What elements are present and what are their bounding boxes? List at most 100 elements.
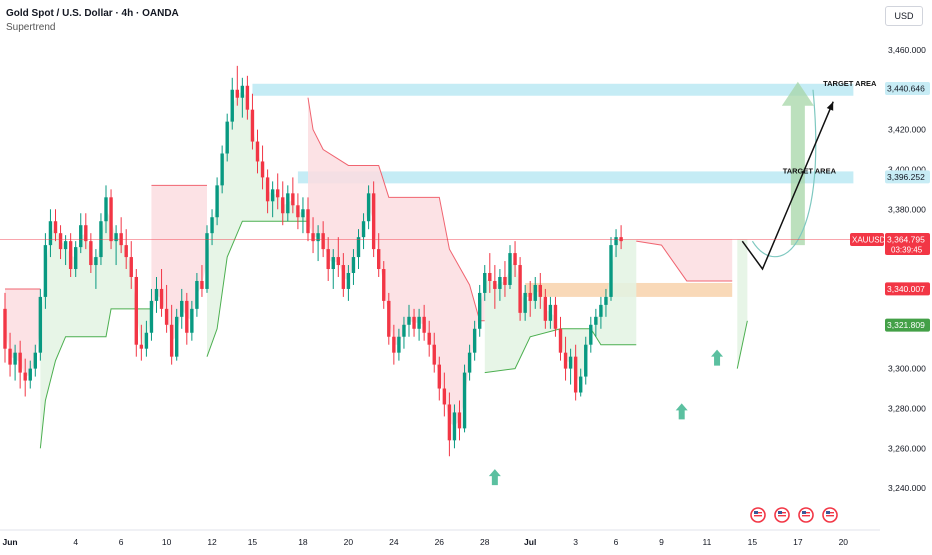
currency-selector[interactable]: USD [885, 6, 923, 26]
level-label-target-3: 3,440.646 [885, 81, 930, 95]
candle [154, 276, 159, 313]
candle [220, 145, 224, 194]
up-arrow-marker-1 [675, 403, 688, 420]
event-flag-canton [754, 511, 758, 514]
candle [563, 336, 568, 381]
candle-body [94, 257, 98, 266]
x-tick-label: 12 [207, 537, 217, 547]
candle [18, 340, 22, 389]
candle [68, 233, 73, 277]
candle-body [584, 344, 588, 377]
candle-body [331, 257, 335, 270]
candle [594, 308, 598, 337]
candle-body [190, 308, 194, 333]
supertrend-line-7 [736, 320, 748, 369]
x-tick-label: 26 [435, 537, 445, 547]
candle [467, 344, 472, 381]
event-flag-canton [778, 511, 782, 514]
level-label-bg [885, 233, 930, 256]
x-tick-label: 6 [614, 537, 619, 547]
candle [195, 273, 199, 317]
candle [478, 284, 482, 337]
candle [518, 257, 522, 321]
supertrend-line-1 [39, 308, 152, 449]
candle [331, 249, 335, 289]
candle [548, 296, 553, 329]
candle-body [286, 193, 290, 214]
candle [270, 181, 275, 218]
candle-body [427, 332, 431, 345]
candle [589, 316, 593, 353]
candle-body [356, 237, 361, 258]
candle [382, 261, 386, 309]
candle [230, 77, 234, 130]
annotation-target-area-1: TARGET AREA [823, 79, 877, 88]
candle-body [457, 412, 462, 429]
candle [341, 253, 346, 297]
supertrend-line-4 [307, 97, 485, 322]
candle [205, 225, 209, 293]
candle-body [387, 300, 391, 337]
candle [573, 344, 578, 401]
event-flag-icon [750, 507, 766, 523]
candle-body [169, 324, 174, 357]
candle-body [402, 324, 406, 337]
candle-body [296, 205, 300, 218]
level-label-value: 3,364.795 [887, 235, 925, 245]
candle [180, 288, 184, 329]
candle [371, 181, 376, 258]
projection-path [741, 101, 834, 271]
candle-body [8, 348, 12, 365]
candle [104, 185, 108, 234]
x-tick-label: 11 [703, 537, 712, 547]
x-tick-label: 4 [73, 537, 78, 547]
candle-body [3, 308, 7, 349]
candle [513, 241, 517, 277]
candle [225, 113, 229, 162]
candle-body [336, 257, 340, 266]
candle [260, 145, 265, 190]
x-tick-label: 28 [480, 537, 490, 547]
candle [250, 93, 255, 150]
candle [190, 300, 194, 341]
candle [402, 316, 406, 349]
candle [129, 241, 133, 289]
candle-body [619, 237, 623, 242]
candle-body [276, 189, 280, 198]
candle [568, 348, 573, 385]
candle [119, 217, 123, 254]
x-tick-label: 18 [298, 537, 308, 547]
candle-body [609, 245, 613, 297]
candle-body [119, 233, 123, 246]
event-flag-stripe [778, 515, 786, 517]
candle [13, 344, 17, 381]
level-label-bg [885, 282, 930, 296]
level-label-value: 3,340.007 [887, 284, 925, 294]
candle-body [185, 300, 189, 333]
x-tick-label: 6 [119, 537, 124, 547]
candle [28, 360, 32, 389]
level-label-value: 3,321.809 [887, 320, 925, 330]
candle-body [361, 221, 366, 238]
candle [235, 65, 239, 106]
candle-body [483, 273, 487, 293]
event-flag-stripe [754, 515, 762, 517]
symbol-tag: XAUUSD [852, 236, 886, 245]
y-tick-label: 3,380.000 [888, 204, 926, 214]
candle [432, 332, 436, 373]
candle-body [417, 316, 421, 329]
candle [63, 235, 68, 266]
candle-body [366, 193, 371, 222]
candle [579, 368, 583, 397]
candle [306, 197, 310, 242]
candle [265, 169, 270, 214]
candle [437, 356, 441, 401]
x-tick-label: 24 [389, 537, 399, 547]
candle-body [260, 161, 265, 178]
candle-body [114, 233, 118, 242]
level-label-bg [885, 81, 930, 95]
y-tick-label: 3,460.000 [888, 45, 926, 55]
candle-body [265, 177, 270, 202]
